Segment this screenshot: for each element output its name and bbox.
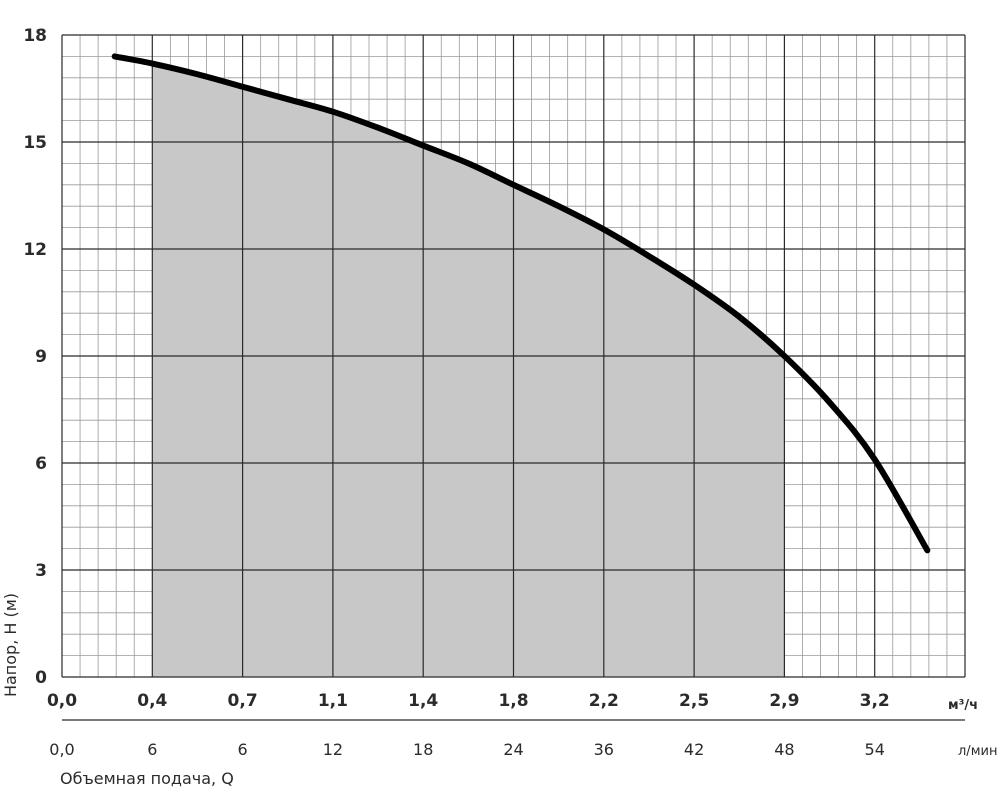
y-tick-label: 12 (23, 240, 47, 260)
head-flow-curve (111, 53, 931, 554)
x-tick-label-lmin: 24 (503, 740, 523, 759)
y-tick-label: 9 (35, 347, 47, 367)
x-tick-label-m3h: 1,4 (408, 691, 438, 711)
x-tick-label-m3h: 1,8 (498, 691, 528, 711)
x-tick-label-lmin: 42 (684, 740, 704, 759)
x-unit-lmin: л/мин (958, 744, 997, 759)
x-tick-label-m3h: 0,0 (47, 691, 77, 711)
x-tick-label-lmin: 54 (865, 740, 885, 759)
y-tick-label: 18 (23, 26, 47, 46)
x-tick-label-m3h: 2,2 (589, 691, 619, 711)
x-axis-title: Объемная подача, Q (60, 769, 234, 788)
x-tick-label-m3h: 2,9 (769, 691, 799, 711)
y-tick-label: 0 (35, 668, 47, 688)
x-tick-label-lmin: 36 (594, 740, 614, 759)
x-tick-label-lmin: 12 (323, 740, 343, 759)
x-tick-labels-m3h: 0,0 0,4 0,7 1,1 1,4 1,8 2,2 2,5 2,9 3,2 (47, 691, 890, 711)
x-tick-label-lmin: 6 (238, 740, 248, 759)
y-tick-label: 15 (23, 133, 47, 153)
y-tick-label: 3 (35, 561, 47, 581)
y-axis-title: Напор, Н (м) (1, 593, 20, 697)
x-unit-m3h: м³/ч (948, 698, 978, 713)
x-tick-label-m3h: 1,1 (318, 691, 348, 711)
x-tick-label-lmin: 18 (413, 740, 433, 759)
x-tick-label-lmin: 0,0 (49, 740, 74, 759)
x-tick-label-lmin: 48 (774, 740, 794, 759)
x-tick-label-m3h: 3,2 (860, 691, 890, 711)
operating-range-shade (152, 63, 785, 678)
y-tick-label: 6 (35, 454, 47, 474)
x-tick-label-m3h: 0,4 (137, 691, 167, 711)
x-tick-labels-lmin: 0,0 6 6 12 18 24 36 42 48 54 (49, 740, 885, 759)
x-tick-label-m3h: 0,7 (228, 691, 258, 711)
y-tick-labels: 0 3 6 9 12 15 18 (23, 26, 47, 688)
x-tick-label-m3h: 2,5 (679, 691, 709, 711)
x-tick-label-lmin: 6 (147, 740, 157, 759)
